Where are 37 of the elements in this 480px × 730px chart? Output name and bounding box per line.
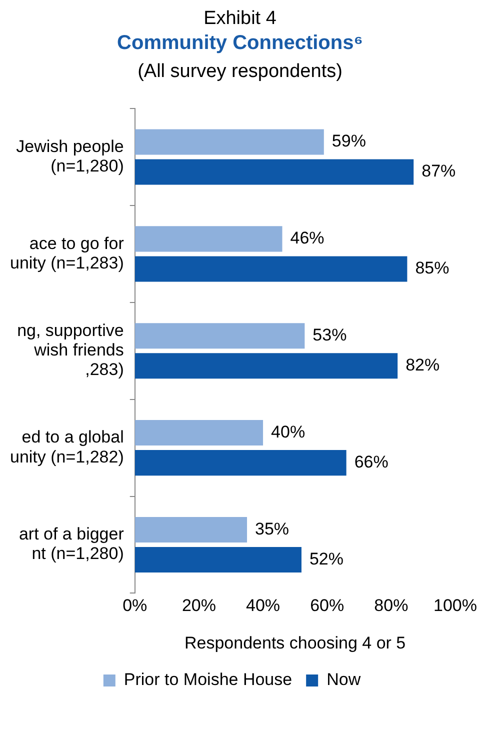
y-tick-label: ed to a global unity (n=1,282): [10, 428, 124, 466]
bar: [134, 129, 324, 155]
x-tick-label: 20%: [182, 596, 216, 616]
bar: [134, 546, 302, 573]
bar: [134, 516, 248, 542]
data-label: 52%: [309, 549, 344, 568]
x-tick-label: 40%: [246, 596, 280, 616]
chart-title: Community Connections⁶: [116, 32, 364, 55]
x-tick-label: 80%: [374, 596, 408, 616]
bar: [134, 420, 264, 446]
legend-label: Now: [326, 670, 362, 690]
data-label: 40%: [271, 422, 306, 442]
bar: [134, 159, 414, 185]
data-label: 82%: [406, 356, 440, 375]
x-axis-title: Respondents choosing 4 or 5: [184, 633, 406, 652]
data-label: 85%: [415, 258, 450, 278]
bar: [134, 256, 408, 282]
data-label: 87%: [422, 162, 456, 181]
data-label: 35%: [255, 519, 290, 538]
legend-label: Prior to Moishe House: [124, 670, 292, 690]
data-label: 53%: [312, 326, 347, 345]
x-tick-label: 100%: [434, 596, 477, 616]
bar: [134, 353, 398, 379]
x-tick-label: 0%: [122, 596, 148, 616]
bar: [134, 323, 305, 349]
chart-subtitle: (All survey respondents): [136, 61, 344, 83]
data-label: 59%: [332, 132, 366, 151]
y-tick-label: ng, supportive wish friends ,283): [17, 321, 124, 380]
x-tick-label: 60%: [310, 596, 344, 616]
y-tick-label: art of a bigger nt (n=1,280): [18, 524, 124, 564]
bar: [134, 226, 282, 252]
y-tick-label: Jewish people (n=1,280): [16, 136, 124, 176]
bar: [134, 450, 346, 476]
text: Exhibit 4: [202, 8, 278, 30]
data-label: 46%: [290, 228, 324, 248]
data-label: 66%: [354, 452, 388, 472]
y-tick-label: ace to go for unity (n=1,283): [10, 234, 124, 272]
